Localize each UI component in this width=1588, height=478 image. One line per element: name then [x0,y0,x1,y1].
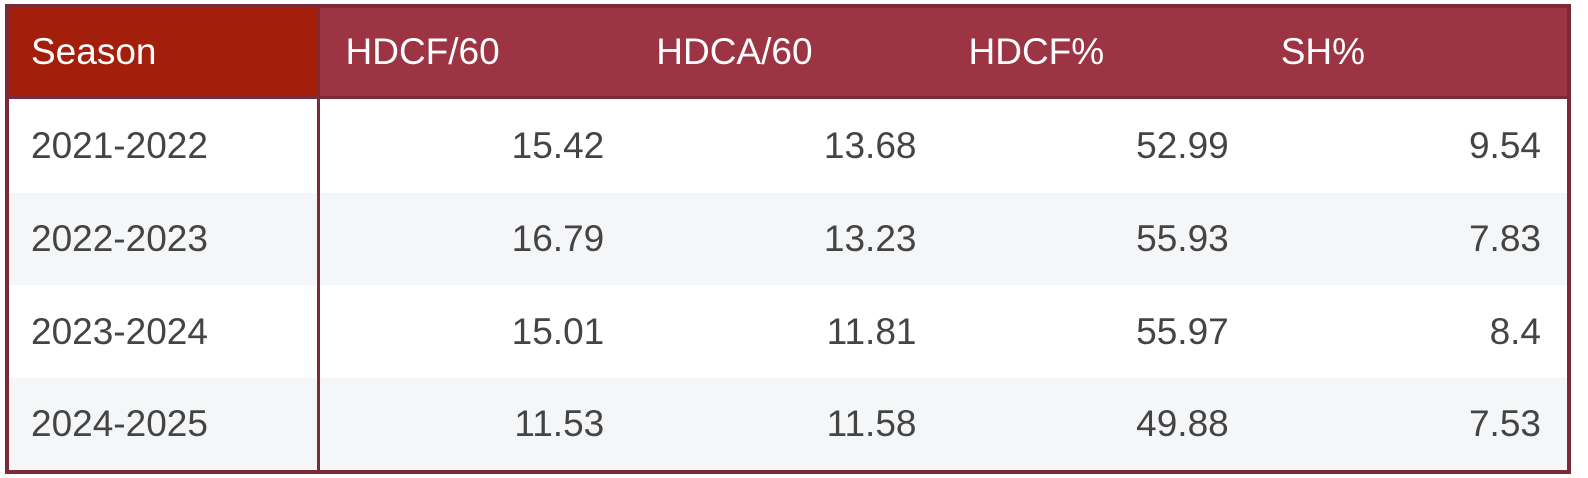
stat-cell: 13.68 [630,97,943,194]
stats-table-frame: Season HDCF/60 HDCA/60 HDCF% SH% 2021-2022 15… [5,4,1571,474]
stat-cell: 55.97 [942,285,1255,378]
header-cell: HDCA/60 [630,8,943,99]
header-cell: HDCF/60 [318,8,631,99]
header-row: Season HDCF/60 HDCA/60 HDCF% SH% [9,8,1567,99]
table-row: 2023-2024 15.01 11.81 55.97 8.4 [9,285,1567,378]
stat-cell: 16.79 [318,193,631,286]
stats-table: Season HDCF/60 HDCA/60 HDCF% SH% 2021-2022 15… [9,8,1567,470]
stat-cell: 52.99 [942,97,1255,194]
table-row: 2021-2022 15.42 13.68 52.99 9.54 [9,97,1567,194]
season-cell: 2024-2025 [9,377,320,470]
season-cell: 2021-2022 [9,97,320,194]
season-cell: 2022-2023 [9,193,320,286]
stat-cell: 7.53 [1254,377,1567,470]
stat-cell: 55.93 [942,193,1255,286]
stat-cell: 11.53 [318,377,631,470]
stat-cell: 9.54 [1254,97,1567,194]
stat-cell: 49.88 [942,377,1255,470]
header-cell: SH% [1254,8,1567,99]
stat-cell: 8.4 [1254,285,1567,378]
stat-cell: 11.58 [630,377,943,470]
header-cell: HDCF% [942,8,1255,99]
table-body: 2021-2022 15.42 13.68 52.99 9.54 2022-2023 16.… [9,97,1567,470]
table-row: 2024-2025 11.53 11.58 49.88 7.53 [9,377,1567,470]
stat-cell: 15.01 [318,285,631,378]
header-cell: Season [9,8,320,99]
stat-cell: 11.81 [630,285,943,378]
season-cell: 2023-2024 [9,285,320,378]
table-row: 2022-2023 16.79 13.23 55.93 7.83 [9,193,1567,286]
stat-cell: 13.23 [630,193,943,286]
stat-cell: 15.42 [318,97,631,194]
stat-cell: 7.83 [1254,193,1567,286]
